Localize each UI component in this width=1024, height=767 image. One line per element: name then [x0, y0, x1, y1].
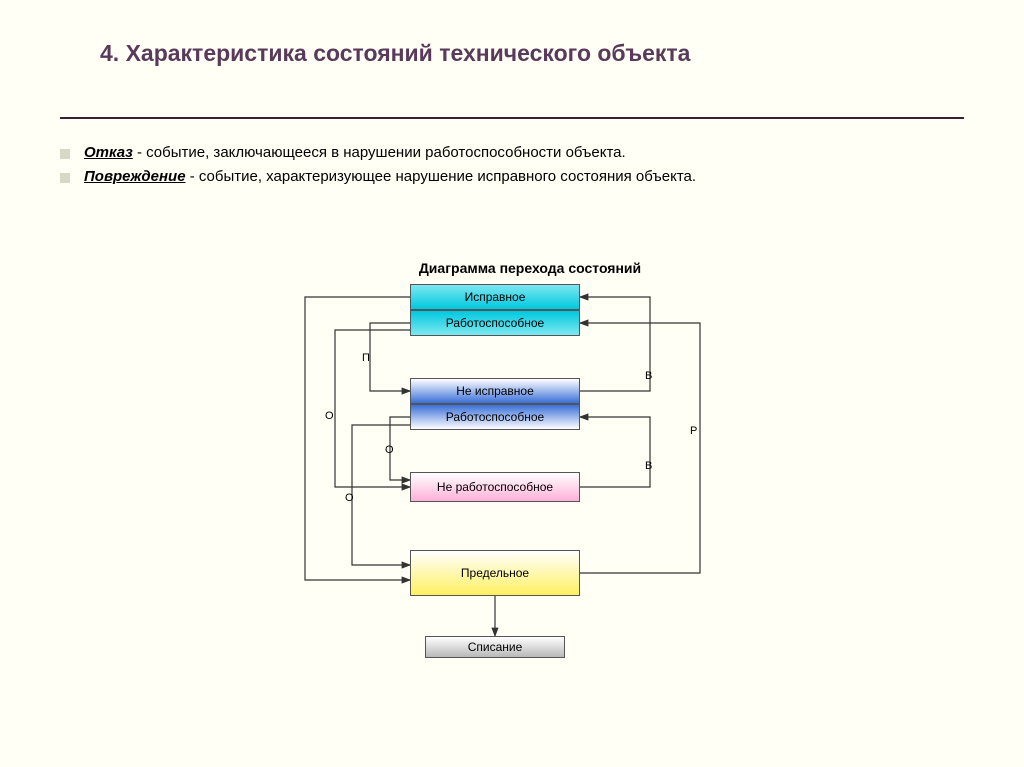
state-box-b5: Не работоспособное: [410, 472, 580, 502]
edge-label-l_o2: О: [385, 444, 394, 456]
state-box-b6: Предельное: [410, 550, 580, 596]
edge-label-l_o1: О: [325, 410, 334, 422]
state-box-b2: Работоспособное: [410, 310, 580, 336]
page-title: 4. Характеристика состояний технического…: [100, 40, 964, 67]
bullet-icon: [60, 173, 70, 183]
divider: [60, 117, 964, 119]
state-box-b7: Списание: [425, 636, 565, 658]
state-diagram: Диаграмма перехода состояний: [250, 260, 810, 740]
bullet-icon: [60, 149, 70, 159]
edge-label-l_v2: В: [645, 460, 652, 472]
list-item: Повреждение - событие, характеризующее н…: [60, 168, 964, 186]
list-item: Отказ - событие, заключающееся в нарушен…: [60, 144, 964, 162]
term: Отказ: [84, 144, 133, 161]
diagram-title: Диаграмма перехода состояний: [250, 260, 810, 276]
term-text: - событие, заключающееся в нарушении раб…: [133, 144, 626, 161]
edge-label-l_o3: О: [345, 492, 354, 504]
bullet-list: Отказ - событие, заключающееся в нарушен…: [0, 144, 1024, 186]
state-box-b4: Работоспособное: [410, 404, 580, 430]
edge-label-l_v1: В: [645, 370, 652, 382]
state-box-b3: Не исправное: [410, 378, 580, 404]
edge-label-l_r: Р: [690, 425, 697, 437]
edge-label-l_p: П: [362, 352, 370, 364]
state-box-b1: Исправное: [410, 284, 580, 310]
term: Повреждение: [84, 168, 186, 185]
term-text: - событие, характеризующее нарушение исп…: [186, 168, 696, 185]
